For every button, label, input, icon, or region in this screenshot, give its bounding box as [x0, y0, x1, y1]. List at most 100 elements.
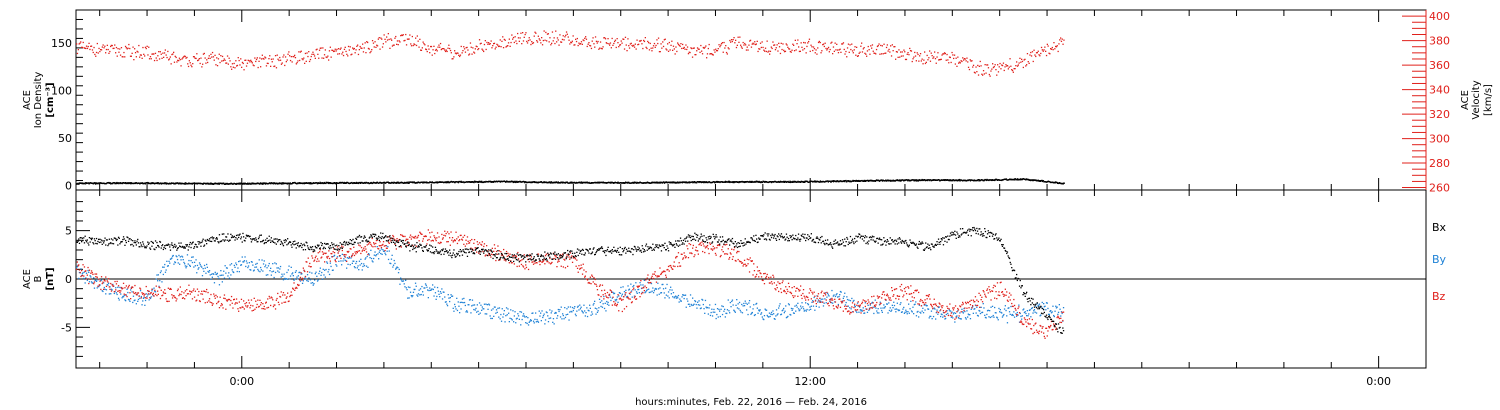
by-trace-point — [145, 293, 147, 295]
velocity-trace-point — [362, 43, 364, 45]
velocity-trace-point — [112, 47, 114, 50]
velocity-trace-point — [204, 57, 206, 59]
by-trace-point — [979, 312, 982, 315]
by-trace-point — [950, 316, 952, 318]
density-trace-point — [445, 181, 447, 184]
by-trace-point — [381, 253, 383, 255]
by-trace-point — [243, 260, 245, 262]
by-trace-point — [432, 288, 434, 291]
by-trace-point — [784, 310, 786, 312]
velocity-trace-point — [603, 37, 605, 39]
velocity-trace-point — [672, 45, 675, 47]
by-trace-point — [785, 305, 787, 307]
density-trace-point — [209, 182, 211, 184]
by-trace-point — [207, 270, 209, 273]
by-trace-point — [835, 294, 837, 296]
by-trace-point — [449, 297, 451, 299]
velocity-trace-point — [814, 52, 816, 54]
velocity-trace-point — [638, 40, 641, 42]
density-trace-point — [727, 181, 729, 183]
by-trace-point — [520, 324, 522, 326]
by-trace-point — [88, 281, 91, 283]
velocity-trace-point — [548, 41, 550, 43]
top-left-tick-label: 100 — [51, 85, 72, 98]
velocity-trace-point — [874, 52, 876, 54]
velocity-trace-point — [324, 49, 326, 51]
velocity-trace-point — [629, 43, 631, 45]
velocity-trace-point — [261, 54, 263, 56]
velocity-trace-point — [831, 41, 833, 43]
velocity-trace-point — [505, 46, 507, 48]
by-trace-point — [122, 296, 125, 298]
by-trace-point — [390, 258, 393, 260]
density-trace-point — [651, 182, 653, 184]
velocity-trace-point — [244, 59, 246, 61]
by-trace-point — [805, 310, 807, 312]
density-trace-point — [329, 182, 331, 185]
velocity-trace-point — [745, 49, 748, 51]
by-trace-point — [482, 308, 484, 310]
velocity-trace-point — [483, 43, 486, 46]
velocity-trace-point — [1012, 71, 1014, 73]
by-trace-point — [1032, 312, 1034, 314]
velocity-trace-point — [228, 57, 230, 59]
velocity-trace-point — [367, 47, 370, 50]
density-trace-point — [264, 182, 266, 184]
velocity-trace-point — [882, 53, 884, 55]
velocity-trace-point — [812, 49, 814, 52]
by-trace-point — [672, 292, 675, 294]
by-trace-point — [1015, 313, 1017, 315]
velocity-trace-point — [224, 59, 226, 61]
by-trace-point — [751, 312, 753, 314]
by-trace-point — [235, 264, 238, 266]
velocity-trace-point — [787, 46, 789, 48]
velocity-trace-point — [683, 46, 685, 49]
by-trace-point — [443, 291, 445, 293]
density-trace-point — [815, 181, 818, 183]
by-trace-point — [223, 277, 226, 279]
velocity-trace-point — [187, 65, 190, 68]
by-trace-point — [213, 273, 215, 275]
by-trace-point — [160, 270, 162, 272]
by-trace-point — [193, 266, 195, 268]
by-trace-point — [132, 301, 134, 304]
velocity-trace-point — [720, 43, 723, 45]
velocity-trace-point — [294, 57, 297, 59]
velocity-trace-point — [928, 57, 930, 59]
by-trace-point — [98, 286, 100, 288]
density-trace-point — [835, 180, 838, 183]
velocity-trace-point — [716, 50, 719, 52]
velocity-trace-point — [130, 55, 132, 57]
velocity-trace-point — [352, 48, 355, 50]
velocity-trace-point — [562, 35, 564, 37]
bz-trace-point — [155, 285, 157, 287]
velocity-trace-point — [707, 47, 709, 50]
by-trace-point — [844, 304, 847, 306]
velocity-trace-point — [952, 54, 954, 56]
velocity-trace-point — [719, 46, 721, 48]
by-trace-point — [640, 284, 642, 286]
by-trace-point — [849, 307, 851, 309]
by-trace-point — [252, 270, 255, 272]
by-trace-point — [883, 307, 886, 309]
by-trace-point — [333, 255, 335, 257]
velocity-trace-point — [722, 51, 724, 53]
velocity-trace-point — [652, 47, 654, 49]
density-trace-point — [634, 181, 636, 183]
by-trace-point — [1055, 307, 1058, 309]
velocity-trace-point — [960, 60, 962, 62]
by-trace-point — [417, 295, 419, 297]
by-trace-point — [267, 274, 269, 276]
by-trace-point — [346, 267, 348, 269]
velocity-trace-point — [486, 41, 488, 44]
by-trace-point — [422, 291, 424, 293]
density-trace-point — [92, 183, 94, 185]
velocity-trace-point — [447, 47, 449, 49]
by-trace-point — [910, 300, 912, 302]
velocity-trace-point — [1021, 58, 1023, 60]
by-trace-point — [412, 295, 414, 297]
by-trace-point — [330, 265, 332, 268]
by-trace-point — [263, 260, 265, 262]
velocity-trace-point — [681, 47, 683, 50]
by-trace-point — [752, 308, 754, 310]
